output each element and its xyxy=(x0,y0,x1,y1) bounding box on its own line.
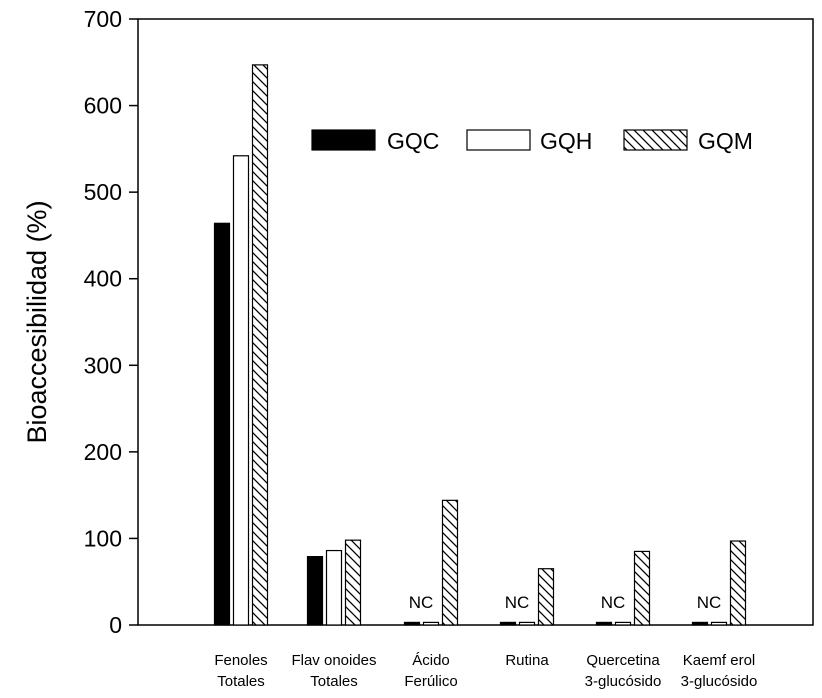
plot-frame xyxy=(137,18,814,626)
x-tick-label: Flav onoides Totales xyxy=(291,652,376,690)
legend-label-gqh: GQH xyxy=(540,128,592,154)
bar-gqm xyxy=(251,64,269,626)
bar-gqc xyxy=(691,621,709,626)
nc-annotation: NC xyxy=(505,593,530,612)
bar-gqh xyxy=(710,621,728,626)
chart-bars xyxy=(213,64,747,626)
x-tick-label: Kaemf erol 3-glucósido xyxy=(681,652,758,690)
bar-gqm xyxy=(344,539,362,626)
bar-gqh xyxy=(232,155,250,626)
x-tick-label: Rutina xyxy=(505,652,549,669)
legend-label-gqm: GQM xyxy=(698,128,753,154)
nc-annotation: NC xyxy=(697,593,722,612)
chart-legend: GQC GQH GQM xyxy=(311,128,753,154)
bar-gqh xyxy=(518,621,536,626)
bar-gqc xyxy=(213,222,231,626)
legend-swatch-gqh xyxy=(466,129,531,151)
y-tick-label: 400 xyxy=(84,266,122,292)
legend-swatch-gqm xyxy=(623,129,688,151)
bar-gqc xyxy=(306,556,324,626)
bar-gqm xyxy=(537,568,555,626)
nc-annotation: NC xyxy=(409,593,434,612)
x-tick-label: Ácido Ferúlico xyxy=(404,652,457,690)
y-tick-label: 700 xyxy=(84,6,122,32)
x-tick-label: Fenoles Totales xyxy=(214,652,267,690)
bar-gqh xyxy=(422,621,440,626)
y-tick-label: 500 xyxy=(84,179,122,205)
y-tick-label: 200 xyxy=(84,439,122,465)
y-axis-label: Bioaccesibilidad (%) xyxy=(22,200,52,443)
bar-gqc xyxy=(595,621,613,626)
y-tick-label: 0 xyxy=(109,612,122,638)
chart-axes: 0 100 200 300 400 500 600 700 Bioaccesibilidad (… xyxy=(22,6,814,638)
y-tick-label: 600 xyxy=(84,93,122,119)
legend-label-gqc: GQC xyxy=(387,128,439,154)
bar-gqm xyxy=(633,550,651,626)
legend-swatch-gqc xyxy=(311,129,376,151)
bar-gqm xyxy=(441,499,459,626)
chart-labels: Fenoles Totales Flav onoides Totales Ácido Fe… xyxy=(214,593,757,690)
y-tick-label: 300 xyxy=(84,352,122,378)
nc-annotation: NC xyxy=(601,593,626,612)
bar-gqc xyxy=(403,621,421,626)
y-tick-label: 100 xyxy=(84,525,122,551)
bar-gqm xyxy=(729,540,747,626)
bar-gqc xyxy=(499,621,517,626)
bar-gqh xyxy=(614,621,632,626)
x-tick-label: Quercetina 3-glucósido xyxy=(585,652,662,690)
bar-gqh xyxy=(325,549,343,626)
